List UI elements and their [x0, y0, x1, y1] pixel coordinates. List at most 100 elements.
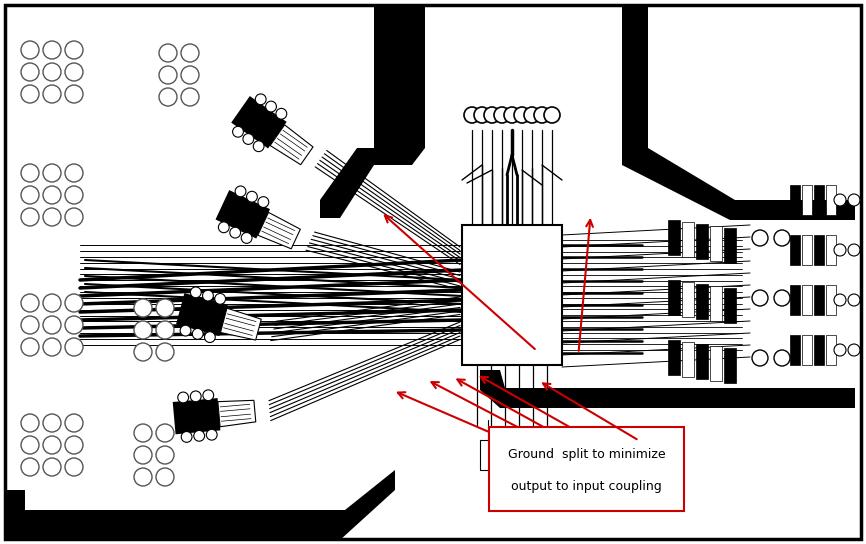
Polygon shape: [218, 400, 255, 426]
Bar: [696, 344, 708, 379]
Circle shape: [159, 66, 177, 84]
Circle shape: [21, 458, 39, 476]
Circle shape: [181, 44, 199, 62]
Bar: [710, 286, 722, 321]
Bar: [814, 335, 824, 365]
Circle shape: [21, 208, 39, 226]
Circle shape: [21, 338, 39, 356]
Circle shape: [134, 343, 152, 361]
Circle shape: [204, 332, 216, 343]
Circle shape: [43, 208, 61, 226]
Polygon shape: [320, 148, 374, 218]
Circle shape: [752, 230, 768, 246]
Circle shape: [834, 294, 846, 306]
Circle shape: [243, 134, 254, 144]
Circle shape: [43, 316, 61, 334]
Circle shape: [848, 194, 860, 206]
Circle shape: [553, 448, 567, 462]
Bar: [826, 185, 836, 215]
Bar: [790, 235, 800, 265]
Circle shape: [134, 424, 152, 442]
Circle shape: [571, 448, 585, 462]
Polygon shape: [216, 190, 270, 238]
Circle shape: [65, 208, 83, 226]
Circle shape: [242, 232, 252, 243]
Circle shape: [474, 107, 490, 123]
Circle shape: [774, 290, 790, 306]
Circle shape: [21, 316, 39, 334]
Circle shape: [134, 321, 152, 339]
Circle shape: [191, 391, 201, 402]
Bar: [489, 427, 684, 511]
Bar: [682, 222, 694, 257]
Bar: [492, 443, 552, 451]
Polygon shape: [176, 293, 228, 336]
Bar: [552, 438, 566, 468]
Circle shape: [504, 107, 520, 123]
Circle shape: [752, 290, 768, 306]
Circle shape: [253, 141, 264, 152]
Circle shape: [21, 63, 39, 81]
Circle shape: [134, 299, 152, 317]
Circle shape: [65, 63, 83, 81]
Bar: [826, 235, 836, 265]
Bar: [696, 284, 708, 319]
Polygon shape: [231, 96, 287, 149]
Circle shape: [21, 186, 39, 204]
Circle shape: [156, 424, 174, 442]
Circle shape: [752, 350, 768, 366]
Circle shape: [834, 194, 846, 206]
Bar: [710, 226, 722, 261]
Circle shape: [203, 290, 213, 301]
Circle shape: [156, 468, 174, 486]
Circle shape: [215, 293, 225, 304]
Bar: [682, 342, 694, 377]
Bar: [682, 282, 694, 317]
Bar: [826, 285, 836, 315]
Circle shape: [233, 126, 243, 137]
Circle shape: [156, 321, 174, 339]
Circle shape: [43, 436, 61, 454]
Circle shape: [65, 458, 83, 476]
Bar: [814, 285, 824, 315]
Bar: [802, 185, 812, 215]
Bar: [724, 288, 736, 323]
Circle shape: [247, 191, 257, 202]
Circle shape: [43, 186, 61, 204]
Bar: [802, 235, 812, 265]
Circle shape: [156, 299, 174, 317]
Circle shape: [484, 107, 500, 123]
Circle shape: [43, 338, 61, 356]
Circle shape: [65, 186, 83, 204]
Bar: [790, 185, 800, 215]
Circle shape: [65, 164, 83, 182]
Text: output to input coupling: output to input coupling: [511, 480, 662, 492]
Polygon shape: [221, 308, 262, 340]
Circle shape: [65, 316, 83, 334]
Bar: [826, 335, 836, 365]
Bar: [668, 340, 680, 375]
Circle shape: [180, 325, 191, 336]
Circle shape: [848, 244, 860, 256]
Bar: [492, 455, 552, 463]
Polygon shape: [622, 5, 855, 220]
Circle shape: [181, 66, 199, 84]
Circle shape: [21, 41, 39, 59]
Circle shape: [43, 41, 61, 59]
Bar: [802, 285, 812, 315]
Circle shape: [834, 344, 846, 356]
Circle shape: [276, 108, 287, 119]
Circle shape: [194, 430, 204, 441]
Circle shape: [514, 107, 530, 123]
Bar: [814, 235, 824, 265]
Circle shape: [464, 107, 480, 123]
Bar: [802, 335, 812, 365]
Bar: [724, 348, 736, 383]
Bar: [814, 185, 824, 215]
Text: Ground  split to minimize: Ground split to minimize: [507, 448, 666, 461]
Circle shape: [65, 436, 83, 454]
Circle shape: [156, 343, 174, 361]
Circle shape: [236, 186, 246, 197]
Circle shape: [65, 414, 83, 432]
Circle shape: [21, 164, 39, 182]
